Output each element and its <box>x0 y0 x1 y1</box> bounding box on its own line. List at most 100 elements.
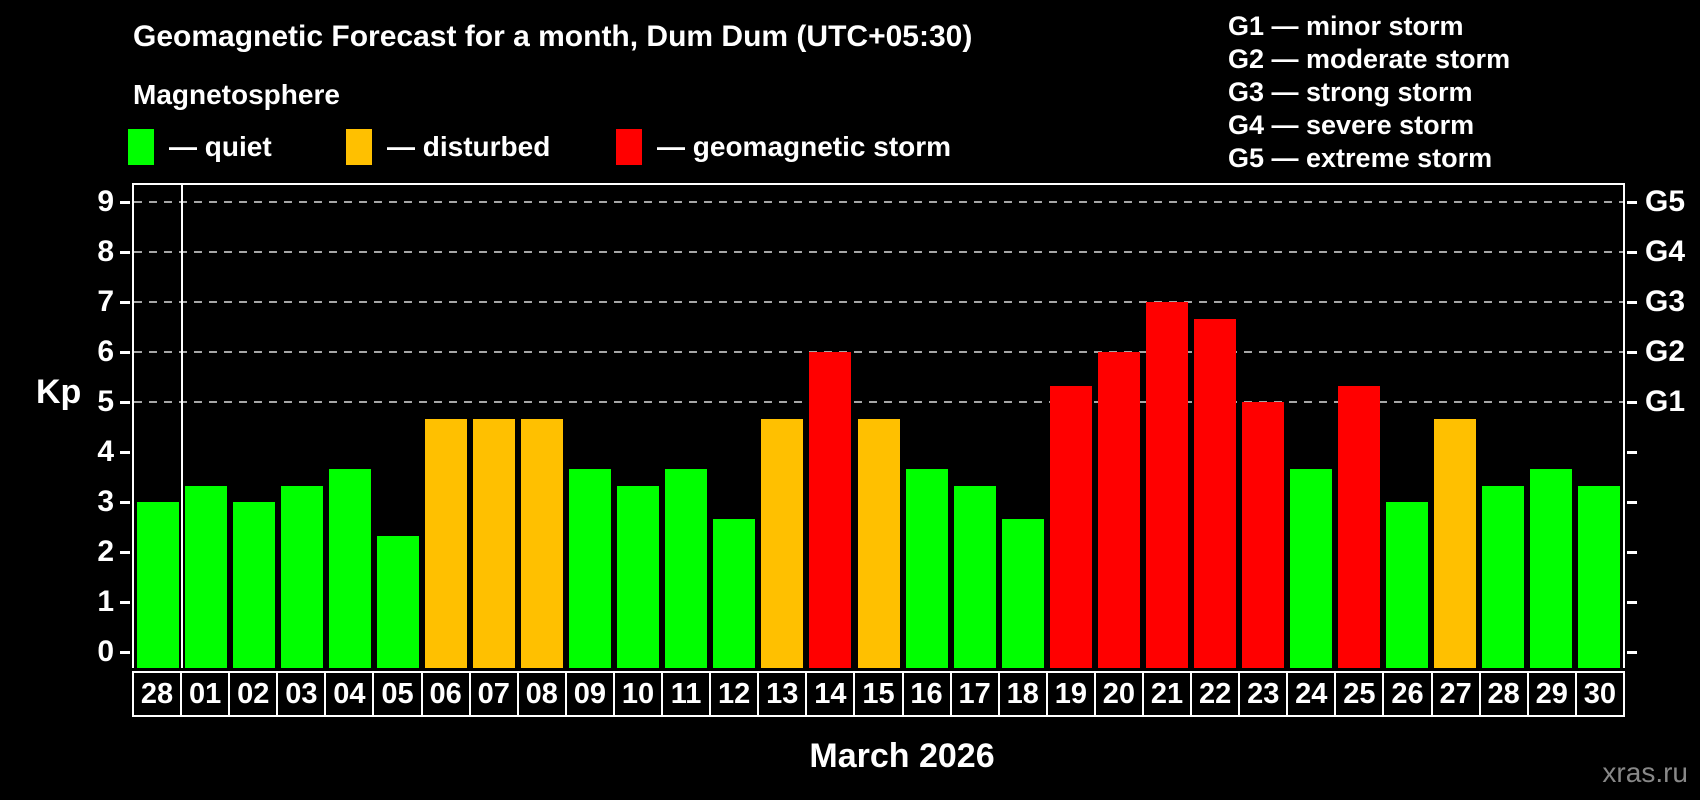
legend-label-storm: — geomagnetic storm <box>657 131 952 162</box>
day-label-cell: 10 <box>612 673 661 715</box>
day-axis-strip: 28 01 02 03 04 05 06 07 08 09 10 11 12 13 14 15 16 17 18 19… <box>132 671 1625 717</box>
gridline <box>134 251 1623 253</box>
g-axis-label: G1 <box>1645 385 1686 418</box>
day-label-cell: 04 <box>324 673 372 715</box>
kp-bar <box>569 468 612 668</box>
day-label-cell: 27 <box>1430 673 1479 715</box>
g-legend-item: G1 — minor storm <box>1228 11 1464 41</box>
day-label-cell: 17 <box>949 673 998 715</box>
day-label-cell: 03 <box>276 673 324 715</box>
disturbed-swatch-icon <box>346 129 372 165</box>
kp-bar <box>281 485 324 668</box>
kp-bar <box>425 418 468 668</box>
kp-bar <box>329 468 372 668</box>
day-label-cell: 07 <box>468 673 517 715</box>
day-label-cell: 13 <box>757 673 805 715</box>
y-axis-label: 4 <box>97 435 114 468</box>
day-label-cell: 30 <box>1574 673 1623 715</box>
right-axis-tick <box>1627 401 1637 404</box>
kp-bar <box>233 502 276 668</box>
y-axis-label: 7 <box>97 285 114 318</box>
right-axis-tick <box>1627 651 1637 654</box>
day-label-cell: 20 <box>1093 673 1142 715</box>
chart-title: Geomagnetic Forecast for a month, Dum Du… <box>133 20 973 53</box>
day-label-cell: 25 <box>1334 673 1382 715</box>
y-axis-label: 1 <box>97 585 114 618</box>
g-axis-label: G5 <box>1645 185 1686 218</box>
day-label-cell: 19 <box>1045 673 1094 715</box>
left-axis-tick <box>120 201 130 204</box>
day-label-cell: 06 <box>420 673 469 715</box>
plot-area <box>132 183 1625 668</box>
g-legend-item: G2 — moderate storm <box>1228 44 1511 74</box>
right-axis-tick <box>1627 501 1637 504</box>
kp-bar <box>185 485 228 668</box>
right-axis-tick <box>1627 301 1637 304</box>
kp-bar <box>905 468 948 668</box>
left-axis-tick <box>120 601 130 604</box>
kp-bar <box>665 468 708 668</box>
kp-bar <box>1385 502 1428 668</box>
g-legend-item: G3 — strong storm <box>1228 77 1473 107</box>
chart-subtitle: Magnetosphere <box>133 79 340 110</box>
storm-swatch-icon <box>616 129 642 165</box>
left-axis-tick <box>120 301 130 304</box>
right-axis-tick <box>1627 351 1637 354</box>
legend-item-quiet: — quiet <box>128 127 272 167</box>
left-axis-tick <box>120 551 130 554</box>
kp-bar <box>617 485 660 668</box>
left-axis-tick <box>120 501 130 504</box>
watermark: xras.ru <box>1602 757 1688 788</box>
day-label-cell: 11 <box>661 673 709 715</box>
kp-bar <box>1529 468 1572 668</box>
quiet-swatch-icon <box>128 129 154 165</box>
left-axis-tick <box>120 401 130 404</box>
kp-bar <box>137 502 180 668</box>
y-axis-label: 9 <box>97 185 114 218</box>
kp-bar <box>521 418 564 668</box>
day-label-cell: 26 <box>1382 673 1430 715</box>
g-axis-label: G4 <box>1645 235 1686 268</box>
kp-bar <box>1241 402 1284 668</box>
y-axis-label: 2 <box>97 535 114 568</box>
right-axis-tick <box>1627 251 1637 254</box>
day-label-cell: 14 <box>805 673 853 715</box>
day-label-cell: 09 <box>564 673 613 715</box>
kp-bar <box>1097 352 1140 668</box>
kp-bar <box>1193 318 1236 668</box>
day-label-cell: 21 <box>1141 673 1190 715</box>
g-axis-label: G2 <box>1645 335 1686 368</box>
day-label-cell: 22 <box>1190 673 1238 715</box>
kp-bar <box>857 418 900 668</box>
right-axis-tick <box>1627 551 1637 554</box>
day-label-cell: 01 <box>180 673 228 715</box>
legend-label-quiet: — quiet <box>169 131 272 162</box>
month-label: March 2026 <box>809 737 995 775</box>
kp-bar <box>1577 485 1620 668</box>
month-separator-line <box>181 185 184 668</box>
kp-bar <box>953 485 996 668</box>
y-axis-label: 6 <box>97 335 114 368</box>
kp-bar <box>1049 385 1092 668</box>
g-legend-item: G5 — extreme storm <box>1228 143 1493 173</box>
left-axis-tick <box>120 351 130 354</box>
gridline <box>134 301 1623 303</box>
g-axis-label: G3 <box>1645 285 1686 318</box>
right-axis-tick <box>1627 451 1637 454</box>
y-axis-label: 3 <box>97 485 114 518</box>
legend-label-disturbed: — disturbed <box>387 131 551 162</box>
kp-bar <box>1289 468 1332 668</box>
kp-bar <box>809 352 852 668</box>
y-axis-label: 0 <box>97 635 114 668</box>
day-label-cell: 16 <box>901 673 950 715</box>
kp-bar <box>377 535 420 668</box>
gridline <box>134 201 1623 203</box>
day-label-cell: 23 <box>1238 673 1286 715</box>
day-label-cell: 28 <box>1478 673 1527 715</box>
day-label-cell: 29 <box>1526 673 1575 715</box>
left-axis-tick <box>120 451 130 454</box>
left-axis-tick <box>120 651 130 654</box>
day-label-cell: 02 <box>228 673 276 715</box>
g-scale-legend: G1 — minor storm G2 — moderate storm G3 — … <box>1228 10 1510 175</box>
legend-item-storm: — geomagnetic storm <box>616 127 951 167</box>
